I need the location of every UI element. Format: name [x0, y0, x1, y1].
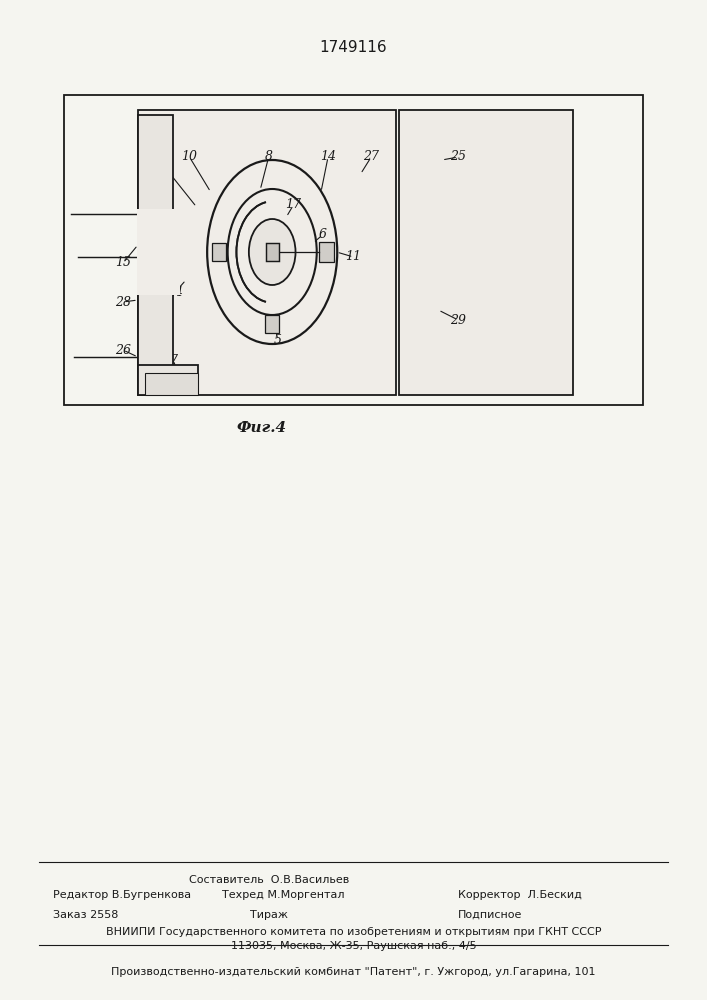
- Bar: [138, 110, 396, 395]
- Text: 29: 29: [450, 314, 466, 326]
- Text: 14: 14: [320, 150, 336, 163]
- Text: 24: 24: [168, 286, 183, 298]
- Text: Фиг.4: Фиг.4: [237, 421, 286, 435]
- Text: Тираж: Тираж: [250, 910, 288, 920]
- Text: 11: 11: [346, 250, 361, 263]
- Text: 17: 17: [286, 198, 301, 212]
- Text: 8: 8: [264, 150, 273, 163]
- Text: 27: 27: [363, 150, 379, 163]
- Text: Подписное: Подписное: [458, 910, 522, 920]
- Bar: [319, 242, 334, 262]
- Text: 26: 26: [115, 344, 131, 357]
- Text: 1: 1: [155, 153, 163, 166]
- Text: 25: 25: [450, 150, 466, 163]
- Bar: [212, 243, 226, 261]
- Text: 113035, Москва, Ж-35, Раушская наб., 4/5: 113035, Москва, Ж-35, Раушская наб., 4/5: [230, 941, 477, 951]
- Text: 5: 5: [274, 334, 282, 347]
- Bar: [138, 365, 198, 395]
- Text: Производственно-издательский комбинат "Патент", г. Ужгород, ул.Гагарина, 101: Производственно-издательский комбинат "П…: [111, 967, 596, 977]
- Text: 7: 7: [169, 354, 177, 366]
- Bar: [266, 243, 279, 261]
- Bar: [145, 373, 198, 395]
- Text: 15: 15: [115, 256, 131, 269]
- Bar: [399, 110, 573, 395]
- Bar: [265, 315, 279, 333]
- Text: 6: 6: [318, 229, 327, 241]
- Text: 1749116: 1749116: [320, 40, 387, 55]
- Bar: [64, 95, 643, 405]
- Text: Корректор  Л.Бескид: Корректор Л.Бескид: [458, 890, 582, 900]
- Text: Составитель  О.В.Васильев: Составитель О.В.Васильев: [189, 875, 349, 885]
- Text: 10: 10: [182, 150, 197, 163]
- Circle shape: [249, 219, 296, 285]
- Text: ВНИИПИ Государственного комитета по изобретениям и открытиям при ГКНТ СССР: ВНИИПИ Государственного комитета по изоб…: [106, 927, 601, 937]
- Text: Заказ 2558: Заказ 2558: [53, 910, 118, 920]
- Bar: [137, 209, 180, 295]
- Text: 28: 28: [115, 296, 131, 308]
- Bar: [138, 115, 173, 380]
- Text: Редактор В.Бугренкова: Редактор В.Бугренкова: [53, 890, 191, 900]
- Text: Техред М.Моргентал: Техред М.Моргентал: [221, 890, 344, 900]
